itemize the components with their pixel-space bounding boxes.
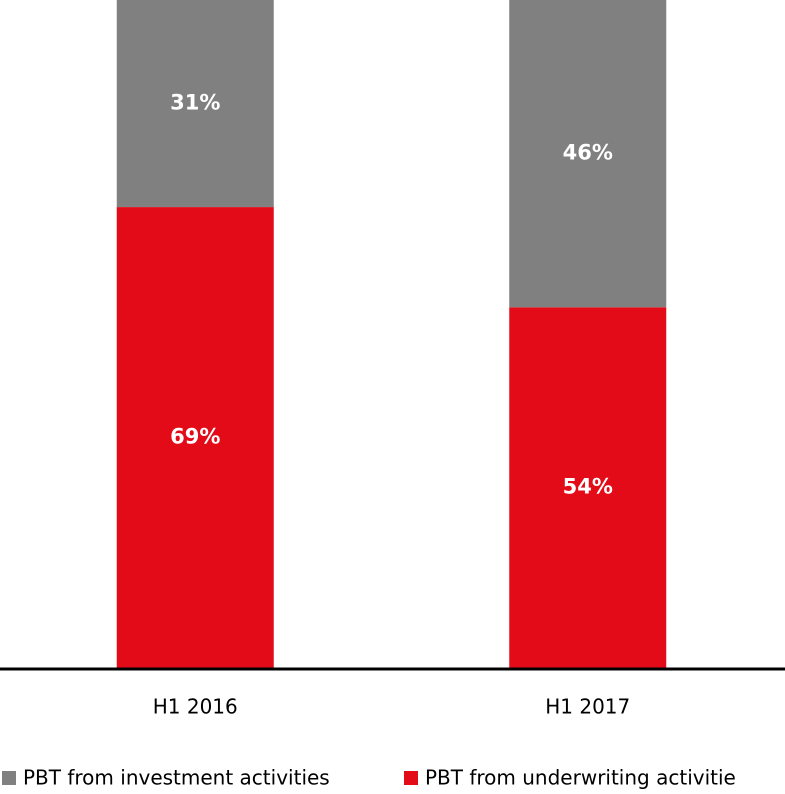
legend-swatch xyxy=(2,771,16,785)
bar-segment xyxy=(116,0,274,208)
value-label: 69% xyxy=(170,425,220,449)
value-label: 46% xyxy=(563,141,613,165)
bar-segment xyxy=(509,0,667,308)
bar-segment xyxy=(116,207,274,668)
x-tick-label: H1 2016 xyxy=(153,695,238,719)
value-label: 31% xyxy=(170,91,220,115)
value-label: 54% xyxy=(563,475,613,499)
legend-swatch xyxy=(404,771,418,785)
bar-segment xyxy=(509,307,667,668)
x-tick-label: H1 2017 xyxy=(545,695,630,719)
legend-label: PBT from underwriting activitie xyxy=(425,766,736,790)
legend-label: PBT from investment activities xyxy=(23,766,330,790)
